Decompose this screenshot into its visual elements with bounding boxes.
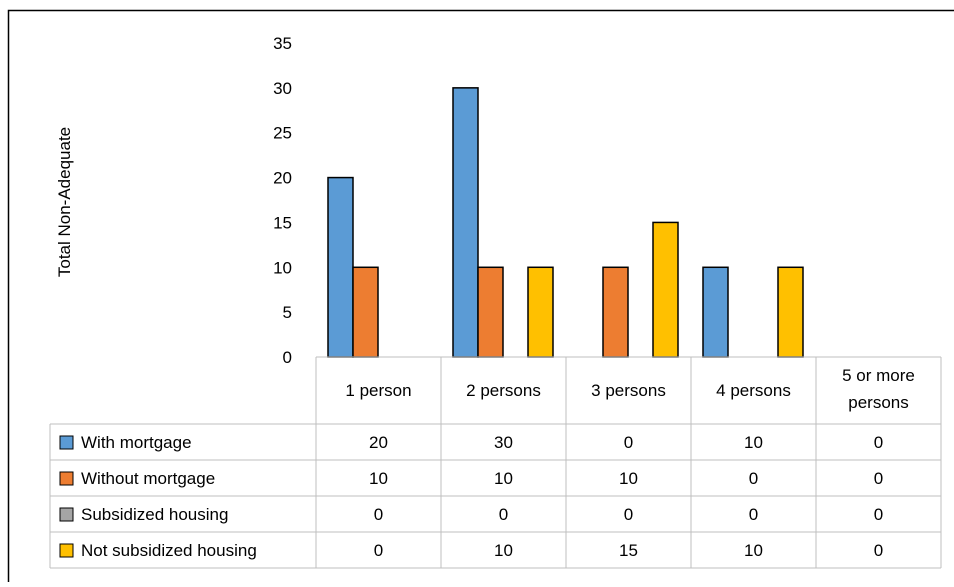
bar-without-mortgage (353, 267, 378, 357)
y-tick-label: 0 (283, 348, 292, 367)
table-cell: 0 (874, 541, 883, 560)
table-cell: 0 (374, 505, 383, 524)
table-cell: 0 (624, 433, 633, 452)
x-tick-label: 3 persons (591, 381, 666, 400)
y-tick-label: 35 (273, 34, 292, 53)
y-axis-label: Total Non-Adequate (55, 127, 74, 277)
table-cell: 0 (749, 469, 758, 488)
table-cell: 15 (619, 541, 638, 560)
table-cell: 10 (369, 469, 388, 488)
y-tick-label: 30 (273, 79, 292, 98)
bar-with-mortgage (328, 178, 353, 357)
bar-with-mortgage (453, 88, 478, 357)
legend-key-not-subsidized-housing (60, 544, 73, 557)
x-tick-label: 2 persons (466, 381, 541, 400)
bar-with-mortgage (703, 267, 728, 357)
y-tick-label: 10 (273, 258, 292, 277)
table-cell: 0 (749, 505, 758, 524)
legend-label: Not subsidized housing (81, 541, 257, 560)
table-cell: 10 (744, 433, 763, 452)
legend-key-without-mortgage (60, 472, 73, 485)
legend-label: With mortgage (81, 433, 192, 452)
bar-not-subsidized-housing (653, 222, 678, 357)
bar-not-subsidized-housing (778, 267, 803, 357)
legend-key-with-mortgage (60, 436, 73, 449)
table-cell: 10 (619, 469, 638, 488)
table-cell: 0 (374, 541, 383, 560)
x-tick-label: 1 person (345, 381, 411, 400)
table-cell: 0 (499, 505, 508, 524)
x-tick-label: 4 persons (716, 381, 791, 400)
table-cell: 10 (494, 469, 513, 488)
legend-label: Subsidized housing (81, 505, 228, 524)
table-cell: 0 (874, 505, 883, 524)
y-tick-label: 15 (273, 213, 292, 232)
legend-label: Without mortgage (81, 469, 215, 488)
y-tick-label: 25 (273, 124, 292, 143)
table-cell: 0 (874, 433, 883, 452)
bar-not-subsidized-housing (528, 267, 553, 357)
table-cell: 0 (874, 469, 883, 488)
table-cell: 10 (494, 541, 513, 560)
table-cell: 10 (744, 541, 763, 560)
bar-without-mortgage (478, 267, 503, 357)
table-cell: 20 (369, 433, 388, 452)
bar-without-mortgage (603, 267, 628, 357)
y-tick-label: 20 (273, 169, 292, 188)
table-cell: 30 (494, 433, 513, 452)
table-cell: 0 (624, 505, 633, 524)
y-tick-label: 5 (283, 303, 292, 322)
legend-key-subsidized-housing (60, 508, 73, 521)
